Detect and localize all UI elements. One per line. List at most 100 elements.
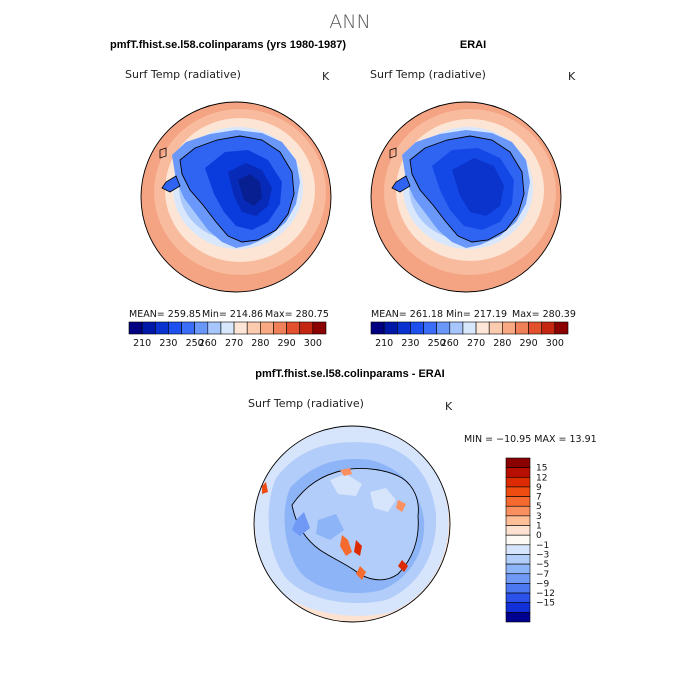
panel2-colorbar-labels: 210 230 250 260 270 280 290 300 (375, 338, 564, 349)
colorbar-label: 230 (159, 338, 177, 349)
colorbar-swatch (449, 321, 464, 335)
colorbar-swatch (505, 457, 531, 468)
colorbar-label: 0 (536, 531, 542, 541)
colorbar-label: 210 (375, 338, 393, 349)
colorbar-swatch (181, 321, 195, 335)
colorbar-label: 7 (536, 493, 542, 503)
colorbar-swatch (505, 496, 531, 507)
colorbar-swatch (423, 321, 437, 335)
colorbar-label: −3 (536, 550, 549, 560)
diff-panel: pmfT.fhist.se.l58.colinparams - ERAI Sur… (248, 368, 597, 623)
panel2-colorbar (370, 321, 569, 335)
colorbar-swatch (505, 602, 531, 613)
colorbar-swatch (286, 321, 301, 335)
colorbar-swatch (505, 592, 531, 604)
diff-colorbar (505, 457, 531, 623)
colorbar-swatch (246, 321, 261, 335)
colorbar-swatch (505, 467, 531, 478)
panel2-title: ERAI (460, 39, 486, 51)
diff-range: MIN = −10.95 MAX = 13.91 (464, 434, 597, 445)
colorbar-swatch (168, 321, 182, 335)
colorbar-swatch (505, 563, 531, 575)
diff-title: pmfT.fhist.se.l58.colinparams - ERAI (255, 368, 445, 380)
panel1-variable: Surf Temp (radiative) (125, 68, 241, 81)
colorbar-swatch (515, 321, 529, 335)
panel1-mean: MEAN= 259.85 (129, 309, 201, 320)
colorbar-swatch (141, 321, 156, 335)
colorbar-label: 210 (133, 338, 151, 349)
panel2-stats: MEAN= 261.18 Min= 217.19 Max= 280.39 (371, 309, 576, 320)
colorbar-label: −1 (536, 541, 549, 551)
panel1-map (141, 102, 331, 292)
colorbar-swatch (505, 573, 531, 584)
colorbar-swatch (260, 321, 274, 335)
panel2-variable: Surf Temp (radiative) (370, 68, 486, 81)
colorbar-label: −9 (536, 579, 550, 589)
colorbar-swatch (194, 321, 209, 335)
colorbar-label: 280 (493, 338, 511, 349)
colorbar-swatch (410, 321, 424, 335)
colorbar-swatch (505, 476, 531, 488)
colorbar-swatch (207, 321, 222, 335)
colorbar-swatch (436, 321, 451, 335)
diff-variable: Surf Temp (radiative) (248, 397, 364, 410)
colorbar-swatch (505, 612, 531, 623)
colorbar-swatch (383, 321, 398, 335)
colorbar-swatch (220, 321, 235, 335)
colorbar-swatch (541, 321, 556, 335)
colorbar-label: 1 (536, 522, 542, 532)
panel1-stats: MEAN= 259.85 Min= 214.86 Max= 280.75 (129, 309, 329, 320)
colorbar-swatch (505, 525, 531, 536)
colorbar-swatch (299, 321, 314, 335)
colorbar-label: 290 (520, 338, 538, 349)
colorbar-label: 300 (304, 338, 322, 349)
panel1-colorbar-labels: 210 230 250 260 270 280 290 300 (133, 338, 322, 349)
colorbar-swatch (505, 486, 531, 497)
colorbar-label: 5 (536, 502, 542, 512)
colorbar-swatch (505, 515, 531, 526)
figure-title: ANN (329, 11, 370, 33)
colorbar-label: 250 (428, 338, 446, 349)
panel1-min: Min= 214.86 (202, 309, 263, 320)
colorbar-swatch (154, 321, 169, 335)
panel2-units: K (568, 70, 576, 83)
panel1-title: pmfT.fhist.se.l58.colinparams (yrs 1980-… (110, 39, 346, 51)
colorbar-label: 260 (441, 338, 459, 349)
colorbar-swatch (475, 321, 490, 335)
panel1-colorbar (128, 321, 327, 335)
colorbar-swatch (312, 321, 327, 335)
colorbar-label: 250 (186, 338, 204, 349)
colorbar-swatch (462, 321, 477, 335)
colorbar-swatch (273, 321, 287, 335)
colorbar-swatch (396, 321, 411, 335)
colorbar-swatch (128, 321, 143, 335)
colorbar-label: −15 (536, 599, 555, 609)
colorbar-label: 270 (467, 338, 485, 349)
colorbar-swatch (505, 554, 531, 565)
colorbar-swatch (502, 321, 516, 335)
colorbar-swatch (488, 321, 503, 335)
panel1-units: K (322, 70, 330, 83)
colorbar-swatch (233, 321, 248, 335)
colorbar-swatch (528, 321, 543, 335)
colorbar-swatch (370, 321, 385, 335)
colorbar-label: 9 (536, 483, 542, 493)
colorbar-swatch (505, 505, 531, 517)
diff-units: K (445, 400, 453, 413)
colorbar-label: −7 (536, 570, 549, 580)
colorbar-label: −12 (536, 589, 555, 599)
colorbar-label: 290 (278, 338, 296, 349)
panel2: Surf Temp (radiative) K MEAN= 261.18 Min… (370, 68, 576, 349)
colorbar-label: 230 (401, 338, 419, 349)
panel2-min: Min= 217.19 (446, 309, 507, 320)
panel1-max: Max= 280.75 (265, 309, 329, 320)
colorbar-label: 270 (225, 338, 243, 349)
colorbar-swatch (505, 544, 531, 555)
colorbar-label: 300 (546, 338, 564, 349)
panel2-max: Max= 280.39 (512, 309, 576, 320)
diff-map (254, 426, 450, 622)
panel1: Surf Temp (radiative) K MEAN= 259.85 Min… (125, 68, 332, 349)
diff-colorbar-labels: 15 12 9 7 5 3 1 0 −1 −3 −5 −7 −9 −12 −15 (536, 464, 555, 609)
colorbar-label: 12 (536, 473, 547, 483)
